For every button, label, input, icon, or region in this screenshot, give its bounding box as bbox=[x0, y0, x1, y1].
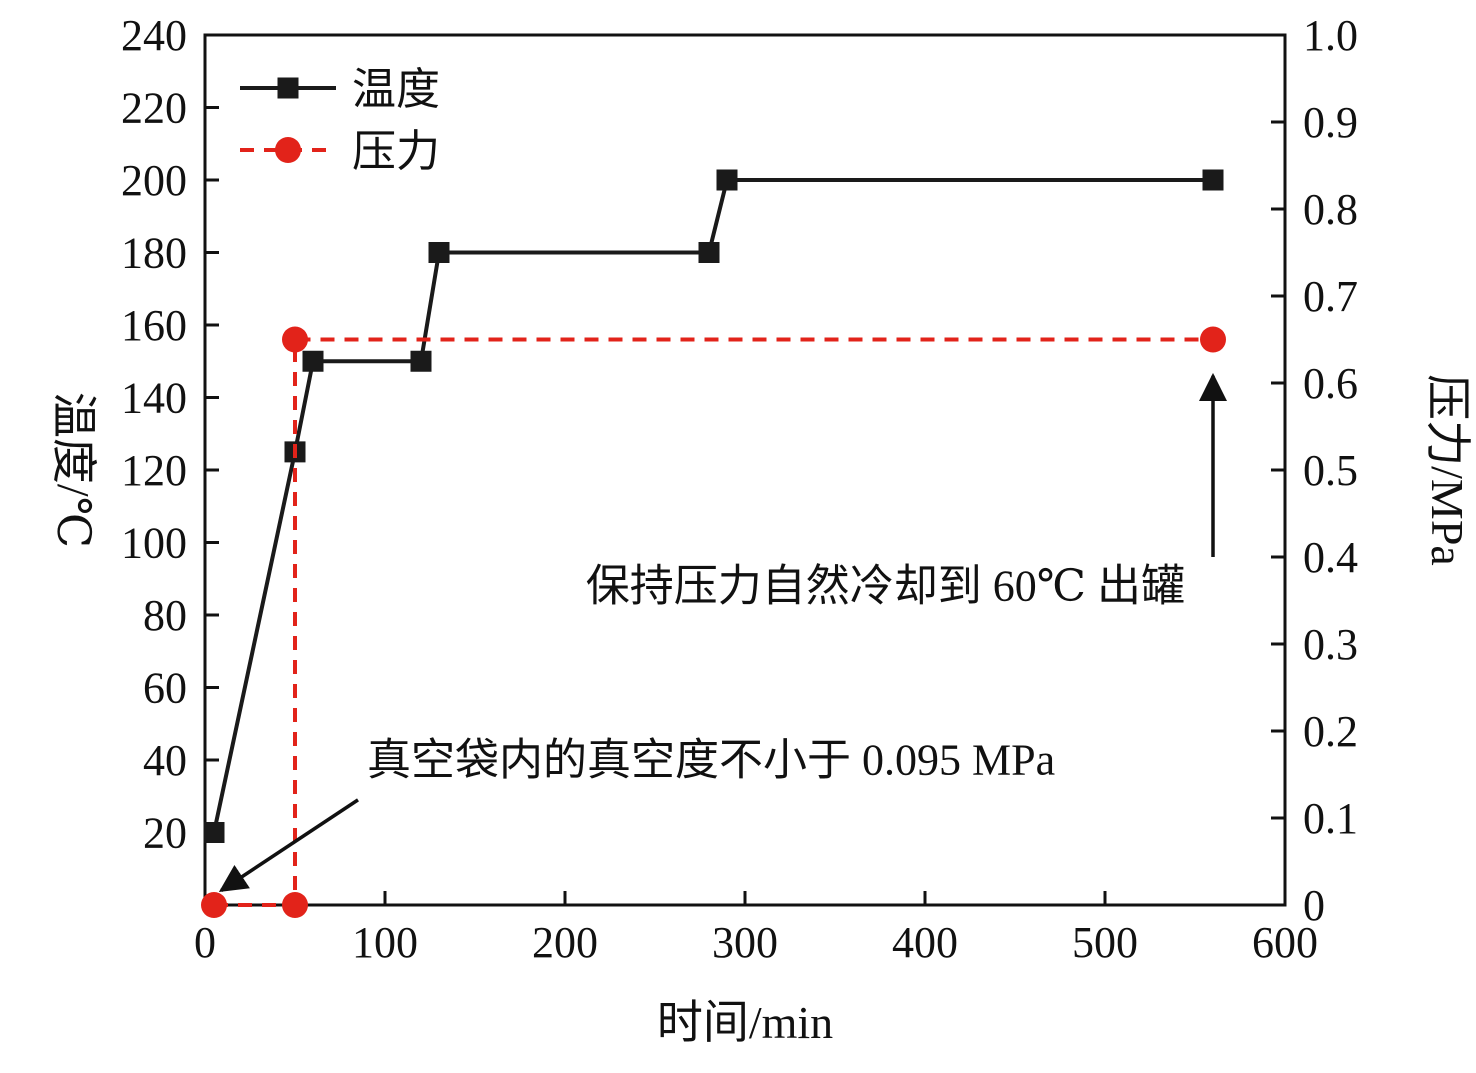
left-y-tick-label: 80 bbox=[143, 591, 187, 640]
square-marker bbox=[203, 822, 225, 843]
left-y-tick-label: 240 bbox=[121, 11, 187, 60]
left-y-tick-label: 120 bbox=[121, 446, 187, 495]
right-y-tick-label: 0.6 bbox=[1303, 359, 1358, 408]
square-marker bbox=[428, 242, 450, 263]
left-y-tick-label: 220 bbox=[121, 84, 187, 133]
annotation-arrow bbox=[218, 798, 359, 893]
annotation-text: 保持压力自然冷却到 60℃ 出罐 bbox=[586, 562, 1185, 611]
left-y-tick-label: 20 bbox=[143, 809, 187, 858]
right-y-tick-label: 0.5 bbox=[1303, 446, 1358, 495]
annotation-text: 真空袋内的真空度不小于 0.095 MPa bbox=[367, 736, 1055, 785]
x-tick-label: 0 bbox=[194, 918, 216, 967]
left-y-axis: 20 40 60 80 100 120 140 160 180 200 220 240 bbox=[121, 11, 219, 858]
right-y-tick-label: 0.8 bbox=[1303, 185, 1358, 234]
right-y-tick-label: 1.0 bbox=[1303, 11, 1358, 60]
legend-circle-marker bbox=[275, 137, 301, 163]
legend-label: 压力 bbox=[352, 127, 440, 176]
circle-marker bbox=[282, 892, 308, 918]
x-tick-label: 400 bbox=[892, 918, 958, 967]
right-y-tick-label: 0.9 bbox=[1303, 98, 1358, 147]
series-line bbox=[214, 337, 1213, 907]
left-y-tick-label: 60 bbox=[143, 664, 187, 713]
x-axis: 0 100 200 300 400 500 600 bbox=[194, 891, 1318, 967]
series-line bbox=[212, 178, 1213, 833]
circle-marker bbox=[1200, 326, 1226, 353]
square-marker bbox=[1202, 169, 1224, 191]
right-y-axis: 0 0.1 0.2 0.3 0.4 0.5 0.6 0.7 0.8 0.9 1.0 bbox=[1271, 11, 1358, 930]
left-axis-title: 温度/℃ bbox=[48, 392, 99, 548]
series-pressure bbox=[201, 326, 1226, 918]
left-y-tick-label: 160 bbox=[121, 301, 187, 350]
x-tick-label: 600 bbox=[1252, 918, 1318, 967]
left-y-tick-label: 40 bbox=[143, 736, 187, 785]
annotation-2: 真空袋内的真空度不小于 0.095 MPa bbox=[218, 736, 1055, 893]
x-tick-label: 100 bbox=[352, 918, 418, 967]
circle-marker bbox=[282, 326, 308, 353]
left-y-tick-label: 200 bbox=[121, 156, 187, 205]
x-tick-label: 300 bbox=[712, 918, 778, 967]
right-y-tick-label: 0 bbox=[1303, 881, 1325, 930]
x-tick-label: 200 bbox=[532, 918, 598, 967]
legend-label: 温度 bbox=[352, 65, 440, 114]
annotation-1: 保持压力自然冷却到 60℃ 出罐 bbox=[586, 372, 1227, 611]
left-y-tick-label: 140 bbox=[121, 374, 187, 423]
right-y-tick-label: 0.7 bbox=[1303, 272, 1358, 321]
x-tick-label: 500 bbox=[1072, 918, 1138, 967]
left-y-tick-label: 180 bbox=[121, 229, 187, 278]
square-marker bbox=[410, 350, 432, 372]
x-axis-title: 时间/min bbox=[657, 997, 833, 1048]
left-y-tick-label: 100 bbox=[121, 519, 187, 568]
right-axis-title: 压力/MPa bbox=[1422, 374, 1473, 566]
square-marker bbox=[302, 350, 324, 372]
right-y-tick-label: 0.2 bbox=[1303, 707, 1358, 756]
right-y-tick-label: 0.4 bbox=[1303, 533, 1358, 582]
legend-square-marker bbox=[277, 77, 299, 99]
right-y-tick-label: 0.3 bbox=[1303, 620, 1358, 669]
series-temperature bbox=[203, 169, 1224, 843]
square-marker bbox=[698, 242, 720, 263]
circle-marker bbox=[201, 892, 227, 918]
square-marker bbox=[716, 169, 738, 191]
right-y-tick-label: 0.1 bbox=[1303, 794, 1358, 843]
